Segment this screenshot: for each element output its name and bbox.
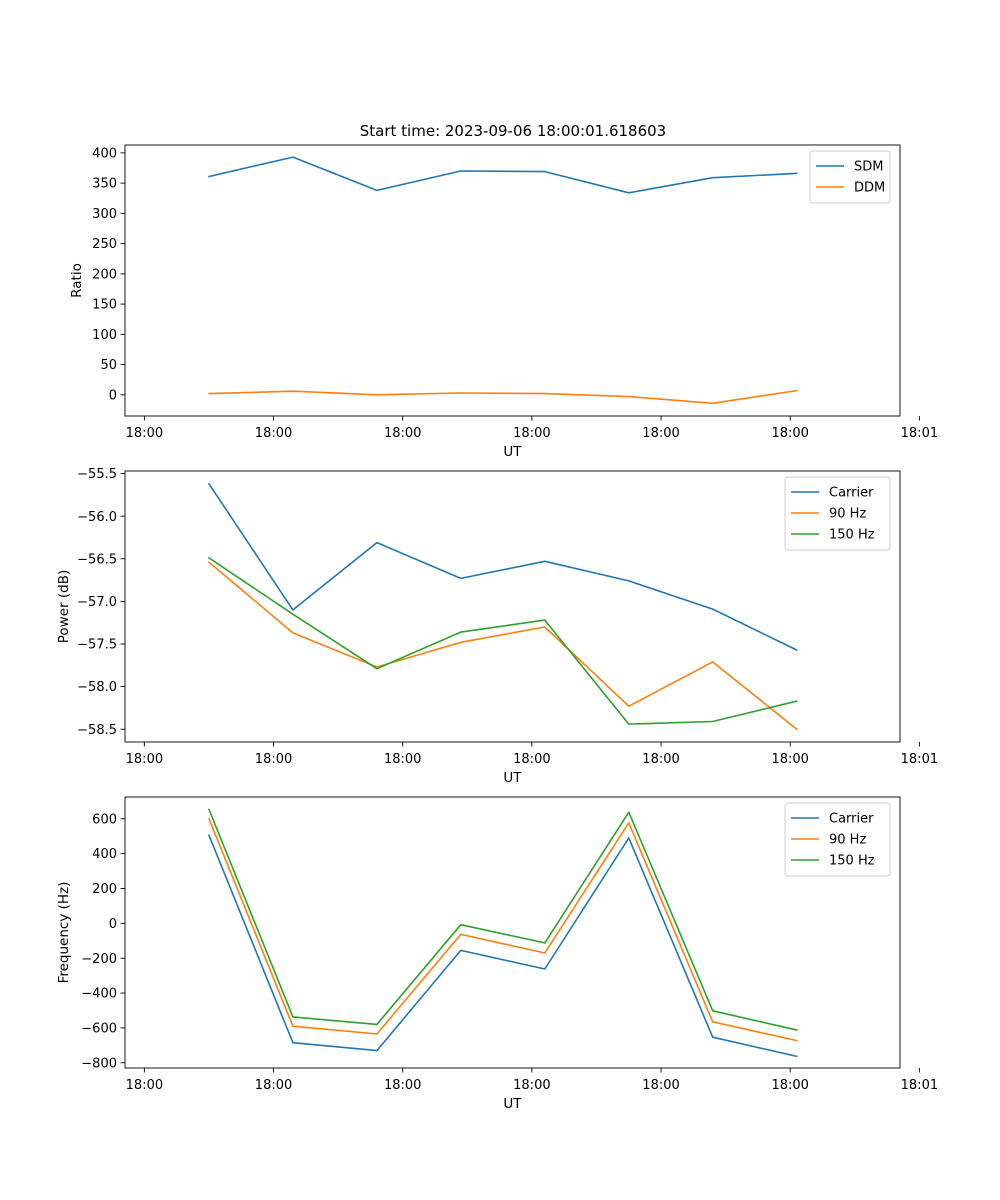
panel-1-x-tick-label: 18:00	[126, 426, 163, 441]
panel-2-legend-box	[784, 476, 891, 551]
panel-3-y-tick-label: −400	[81, 987, 117, 1002]
panel-3-axes-frame	[124, 796, 901, 1069]
panel-2-series-150-hz-line	[207, 556, 798, 725]
panel-3-series-150-hz-line	[207, 808, 798, 1031]
panels: 18:00 18:00 18:00 18:00 18:00 18:00 18:01 0 50 10…	[56, 144, 938, 1112]
panel-1-x-tick-label: 18:00	[642, 426, 679, 441]
panel-1-y-tick-label: 250	[92, 237, 117, 252]
panel-1-y-tick-label: 350	[92, 177, 117, 192]
panel-2-y-tick-label: −58.5	[77, 723, 117, 738]
panel-3-x-tick-label: 18:00	[255, 1078, 292, 1093]
panel-3-series-carrier-line	[207, 834, 798, 1058]
panel-3-legend-label-90-hz: 90 Hz	[829, 833, 866, 848]
panel-3-y-tick-label: 200	[92, 882, 117, 897]
panel-2-legend-label-carrier: Carrier	[829, 486, 874, 501]
panel-2-y-tick-label: −57.0	[77, 595, 117, 610]
panel-1-x-tick-label: 18:00	[771, 426, 808, 441]
panel-1-x-tick-label: 18:01	[901, 426, 938, 441]
panel-3-legend-label-150-hz: 150 Hz	[829, 854, 875, 869]
panel-2-series-90-hz-line	[207, 561, 798, 731]
panel-2-x-tick-label: 18:00	[513, 752, 550, 767]
panel-2-x-tick-label: 18:01	[901, 752, 938, 767]
panel-2-x-tick-label: 18:00	[642, 752, 679, 767]
panel-3-x-tick-label: 18:00	[126, 1078, 163, 1093]
panel-1-y-tick-label: 300	[92, 207, 117, 222]
panel-2-x-tick-label: 18:00	[384, 752, 421, 767]
figure-title: Start time: 2023-09-06 18:00:01.618603	[360, 122, 666, 140]
panel-2-legend: Carrier 90 Hz 150 Hz	[784, 476, 891, 551]
panel-2-y-tick-label: −56.5	[77, 552, 117, 567]
panel-2-legend-label-150-hz: 150 Hz	[829, 528, 875, 543]
panel-1-y-axis-label: Ratio	[69, 263, 85, 298]
panel-1-legend-label-sdm: SDM	[854, 160, 883, 175]
panel-2: 18:00 18:00 18:00 18:00 18:00 18:00 18:01 −58.5…	[56, 467, 938, 786]
panel-3-x-axis-label: UT	[503, 1096, 522, 1112]
panel-2-x-tick-label: 18:00	[255, 752, 292, 767]
panel-1-y-tick-label: 150	[92, 298, 117, 313]
panel-3-x-tick-label: 18:00	[513, 1078, 550, 1093]
panel-2-axes-frame	[124, 470, 901, 743]
panel-3-legend: Carrier 90 Hz 150 Hz	[784, 802, 891, 877]
panel-3: 18:00 18:00 18:00 18:00 18:00 18:00 18:01 −800 −…	[56, 796, 938, 1112]
panel-2-series-carrier-line	[207, 482, 798, 652]
panel-1-y-tick-label: 400	[92, 146, 117, 161]
panel-1-series-sdm-line	[208, 156, 798, 194]
panel-3-legend-label-carrier: Carrier	[829, 812, 874, 827]
panel-3-series-90-hz-line	[207, 817, 798, 1042]
panel-2-y-tick-label: −57.5	[77, 638, 117, 653]
panel-2-x-tick-label: 18:00	[771, 752, 808, 767]
panel-1-legend-box	[809, 150, 891, 204]
panel-1: 18:00 18:00 18:00 18:00 18:00 18:00 18:01 0 50 10…	[69, 144, 938, 460]
panel-3-y-tick-label: −200	[81, 952, 117, 967]
panel-3-x-tick-label: 18:00	[771, 1078, 808, 1093]
panel-3-y-tick-label: −800	[81, 1056, 117, 1071]
panel-2-y-tick-label: −56.0	[77, 510, 117, 525]
panel-1-y-tick-label: 200	[92, 267, 117, 282]
panel-3-y-axis-label: Frequency (Hz)	[56, 882, 72, 984]
panel-3-legend-box	[784, 802, 891, 877]
panel-1-x-tick-label: 18:00	[513, 426, 550, 441]
panel-1-axes-frame	[124, 144, 901, 417]
panel-3-y-tick-label: 0	[109, 917, 117, 932]
panel-2-y-tick-label: −58.0	[77, 680, 117, 695]
panel-1-y-tick-label: 0	[109, 388, 117, 403]
panel-1-x-axis-label: UT	[503, 444, 522, 460]
panel-2-x-axis-label: UT	[503, 770, 522, 786]
panel-1-x-tick-label: 18:00	[255, 426, 292, 441]
panel-3-y-tick-label: 600	[92, 812, 117, 827]
panel-2-y-axis-label: Power (dB)	[56, 570, 72, 643]
panel-3-x-tick-label: 18:01	[901, 1078, 938, 1093]
panel-3-x-tick-label: 18:00	[642, 1078, 679, 1093]
panel-3-x-tick-label: 18:00	[384, 1078, 421, 1093]
panel-3-y-tick-label: 400	[92, 847, 117, 862]
panel-2-legend-label-90-hz: 90 Hz	[829, 507, 866, 522]
panel-1-series-ddm-line	[208, 389, 798, 405]
panel-1-y-tick-label: 50	[100, 358, 117, 373]
panel-1-legend-label-ddm: DDM	[854, 181, 885, 196]
panel-3-y-tick-label: −600	[81, 1022, 117, 1037]
panel-1-x-tick-label: 18:00	[384, 426, 421, 441]
panel-2-y-tick-label: −55.5	[77, 467, 117, 482]
panel-1-y-tick-label: 100	[92, 328, 117, 343]
panel-1-legend: SDM DDM	[809, 150, 891, 204]
panel-2-x-tick-label: 18:00	[126, 752, 163, 767]
